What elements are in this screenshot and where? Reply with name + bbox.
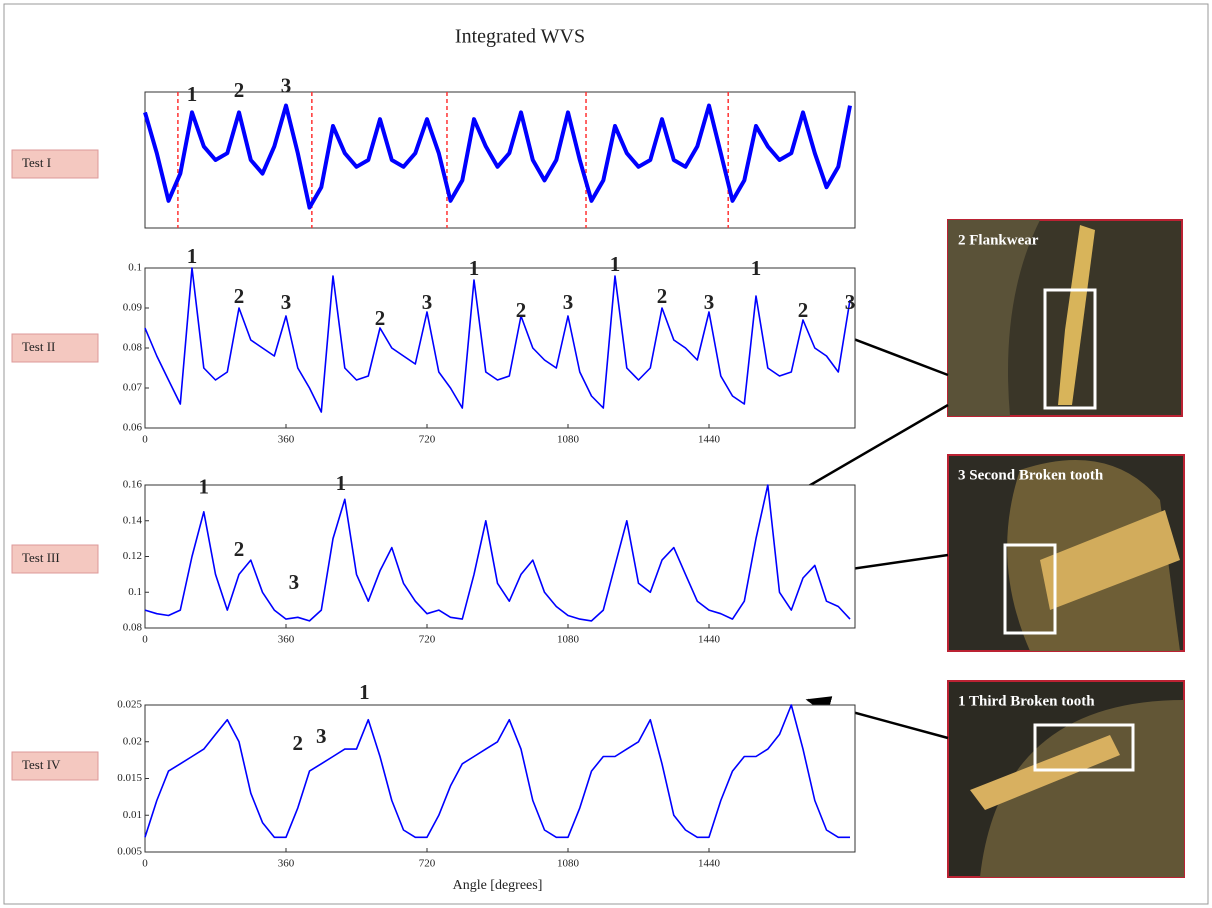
photo-1: 2 Flankwear — [947, 219, 1183, 417]
side-label: Test IV — [22, 757, 61, 772]
annotation: 1 — [336, 471, 347, 495]
side-label-box — [11, 751, 99, 781]
annotation: 1 — [359, 680, 370, 704]
annotation: 1 — [187, 82, 198, 106]
annotation: 2 — [798, 298, 809, 322]
x-tick-label: 1080 — [557, 858, 580, 870]
data-line — [143, 103, 852, 210]
annotation: 2 — [375, 306, 386, 330]
data-line — [144, 267, 851, 413]
y-tick-label: 0.08 — [123, 342, 143, 354]
x-tick-label: 720 — [419, 634, 436, 646]
plot-frame — [144, 704, 856, 853]
annotation: 1 — [469, 256, 480, 280]
annotation: 3 — [563, 290, 574, 314]
annotation: 3 — [316, 724, 327, 748]
photo-shape — [948, 220, 1040, 416]
annotation: 2 — [234, 537, 245, 561]
photo-caption: 1 Third Broken tooth — [958, 693, 1095, 709]
annotation: 2 — [234, 284, 245, 308]
photo-2: 3 Second Broken tooth — [947, 454, 1185, 652]
data-line — [144, 704, 850, 839]
y-tick-label: 0.1 — [128, 586, 142, 598]
data-line — [144, 484, 851, 622]
x-tick-label: 0 — [142, 634, 148, 646]
x-tick-label: 1080 — [557, 634, 580, 646]
side-label-box — [11, 149, 99, 179]
x-tick-label: 360 — [278, 434, 295, 446]
annotation: 2 — [234, 78, 245, 102]
y-tick-label: 0.005 — [117, 846, 142, 858]
x-tick-label: 1080 — [557, 434, 580, 446]
y-tick-label: 0.02 — [123, 735, 142, 747]
annotation: 1 — [187, 244, 198, 268]
y-tick-label: 0.1 — [128, 262, 142, 274]
y-tick-label: 0.12 — [123, 550, 142, 562]
side-label-box — [11, 544, 99, 574]
highlight-box — [1003, 543, 1057, 635]
chart-title: Integrated WVS — [455, 26, 585, 48]
x-tick-label: 720 — [419, 858, 436, 870]
y-tick-label: 0.025 — [117, 699, 142, 711]
highlight-box — [1043, 288, 1097, 410]
photo-caption: 3 Second Broken tooth — [958, 467, 1104, 483]
x-tick-label: 0 — [142, 858, 148, 870]
y-tick-label: 0.015 — [117, 772, 142, 784]
x-axis-label: Angle [degrees] — [453, 878, 543, 893]
plot-frame — [144, 484, 856, 629]
annotation: 1 — [751, 256, 762, 280]
x-tick-label: 0 — [142, 434, 148, 446]
photo-shape — [970, 735, 1120, 810]
x-tick-label: 360 — [278, 634, 295, 646]
annotation: 2 — [516, 298, 527, 322]
x-tick-label: 720 — [419, 434, 436, 446]
annotation: 2 — [657, 284, 668, 308]
annotation: 3 — [281, 290, 292, 314]
photo-caption: 2 Flankwear — [958, 232, 1039, 248]
annotation: 3 — [289, 570, 300, 594]
annotation: 1 — [199, 474, 210, 498]
side-label: Test I — [22, 155, 51, 170]
x-tick-label: 1440 — [698, 858, 721, 870]
side-label: Test III — [22, 550, 60, 565]
y-tick-label: 0.06 — [123, 422, 143, 434]
y-tick-label: 0.08 — [123, 622, 143, 634]
annotation: 1 — [610, 252, 621, 276]
side-label: Test II — [22, 339, 55, 354]
photo-shape — [1058, 225, 1095, 405]
annotation: 3 — [704, 290, 715, 314]
side-label-box — [11, 333, 99, 363]
x-tick-label: 1440 — [698, 434, 721, 446]
photo-3: 1 Third Broken tooth — [947, 680, 1185, 878]
annotation: 3 — [281, 74, 292, 98]
y-tick-label: 0.16 — [123, 479, 143, 491]
y-tick-label: 0.14 — [123, 514, 143, 526]
plot-frame — [144, 91, 856, 229]
photo-shape — [1040, 510, 1180, 610]
annotation: 2 — [293, 731, 304, 755]
x-tick-label: 1440 — [698, 634, 721, 646]
y-tick-label: 0.01 — [123, 809, 142, 821]
plot-frame — [144, 267, 856, 429]
highlight-box — [1033, 723, 1135, 772]
annotation: 3 — [845, 290, 856, 314]
y-tick-label: 0.07 — [123, 382, 143, 394]
annotation: 3 — [422, 290, 433, 314]
y-tick-label: 0.09 — [123, 302, 143, 314]
x-tick-label: 360 — [278, 858, 295, 870]
